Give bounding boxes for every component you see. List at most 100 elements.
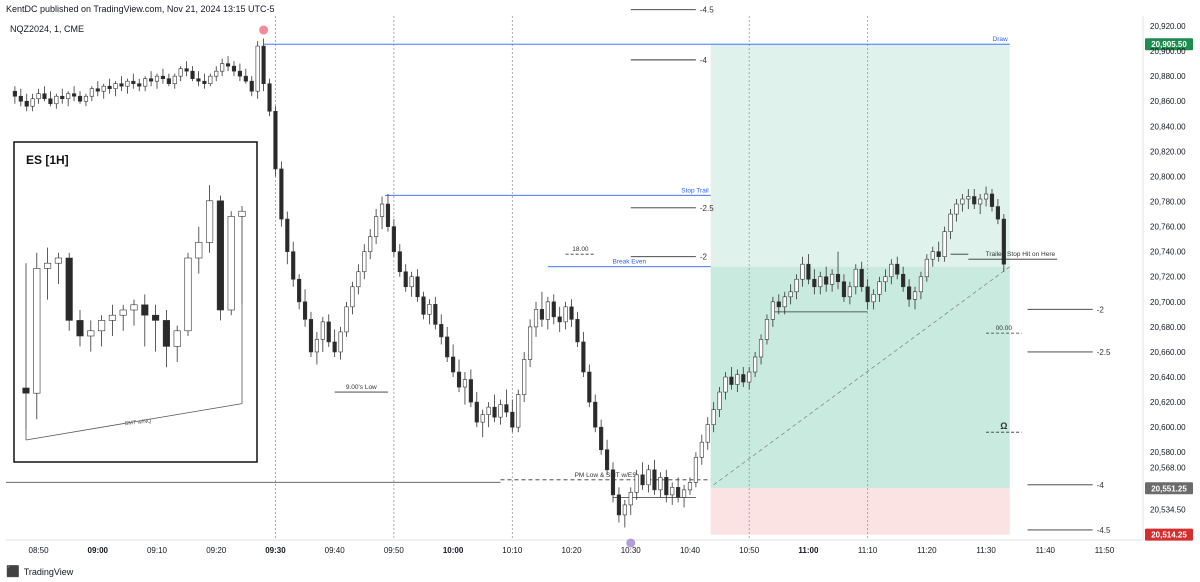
candle-body-156 (936, 251, 941, 257)
inset-candle-20 (238, 210, 246, 217)
candle-body-159 (954, 203, 959, 215)
smt-annotation: SMT w/NQ (124, 418, 152, 427)
y-tick-21: 20,534.50 (1150, 505, 1186, 514)
candle-body-98 (593, 401, 598, 428)
candle-body-91 (551, 301, 556, 318)
candle-body-82 (498, 404, 503, 418)
candle-body-106 (640, 474, 645, 486)
candle-body-83 (504, 404, 509, 413)
profit-zone-upper (710, 44, 1010, 267)
inset-candle-9 (119, 309, 127, 316)
inset-candle-15 (184, 257, 192, 332)
inset-candle-16 (195, 242, 203, 259)
y-tick-8: 20,780.00 (1150, 198, 1186, 207)
candle-body-93 (563, 306, 568, 323)
candle-body-6 (48, 98, 53, 105)
candle-body-28 (178, 68, 183, 77)
candle-body-30 (190, 70, 195, 79)
candle-body-27 (172, 75, 177, 84)
candle-body-140 (841, 281, 847, 298)
symbol-label: NQZ2024, 1, CME (10, 24, 85, 34)
inset-candle-17 (206, 200, 214, 243)
candle-body-4 (36, 93, 41, 100)
candle-body-29 (184, 68, 189, 72)
candle-body-143 (859, 268, 864, 288)
candle-body-122 (735, 374, 740, 385)
candle-body-110 (664, 477, 669, 496)
x-tick-16: 11:30 (976, 546, 996, 555)
candle-body-26 (166, 78, 171, 84)
candle-body-11 (77, 95, 83, 102)
x-tick-4: 09:30 (265, 546, 286, 555)
candle-body-8 (60, 95, 65, 100)
candle-body-43 (267, 83, 272, 112)
candle-body-134 (806, 263, 811, 280)
y-tick-5: 20,840.00 (1150, 122, 1186, 131)
candle-body-146 (877, 281, 882, 295)
candle-body-161 (966, 196, 971, 200)
inset-candle-10 (130, 304, 138, 311)
candle-body-63 (385, 203, 391, 227)
y-tick-14: 20,660.00 (1150, 348, 1186, 357)
candle-body-94 (569, 306, 574, 320)
price-tag-1: 20,905.50 (1151, 40, 1187, 49)
fib-label-4: -2 (1097, 305, 1105, 314)
fib-label-6: -4 (1097, 481, 1105, 490)
y-tick-3: 20,880.00 (1150, 72, 1186, 81)
candle-body-115 (693, 456, 698, 483)
candle-body-49 (302, 301, 308, 320)
inset-candle-18 (216, 200, 224, 311)
candle-body-84 (510, 411, 515, 428)
candle-body-68 (415, 276, 420, 298)
candle-body-65 (397, 251, 402, 273)
hline-label-4: PM Low & SMT w/ES (575, 472, 638, 479)
candle-body-76 (462, 379, 468, 388)
inset-candle-14 (173, 330, 181, 347)
tradingview-logo-icon[interactable]: ⬛ (6, 566, 20, 578)
candle-body-118 (711, 409, 716, 425)
candle-body-31 (196, 78, 201, 82)
candle-body-62 (379, 203, 385, 217)
candle-body-129 (776, 301, 781, 308)
x-tick-17: 11:40 (1036, 546, 1056, 555)
candle-body-10 (72, 93, 77, 97)
inset-candle-11 (141, 304, 149, 316)
candle-body-149 (895, 263, 900, 275)
candle-body-166 (995, 206, 1000, 220)
inset-title: ES [1H] (26, 153, 69, 167)
candle-body-7 (54, 95, 59, 105)
fib-label-1: -4 (700, 56, 708, 65)
candle-body-104 (628, 492, 633, 506)
candle-body-61 (374, 216, 379, 237)
candle-body-0 (12, 90, 17, 97)
y-tick-11: 20,720.00 (1150, 273, 1186, 282)
candle-body-162 (972, 196, 977, 205)
candle-body-121 (729, 376, 734, 385)
hline-label-1: Stop Trail (681, 187, 709, 194)
annotation-label-0: 18.00 (572, 246, 589, 253)
candle-body-66 (403, 271, 408, 288)
x-tick-13: 11:00 (798, 546, 819, 555)
candle-body-20 (131, 80, 136, 84)
candle-body-77 (468, 379, 473, 403)
candle-body-130 (782, 296, 787, 308)
candle-body-99 (599, 426, 604, 451)
candle-body-32 (202, 80, 207, 84)
candle-body-51 (314, 339, 319, 353)
y-tick-18: 20,580.00 (1150, 448, 1186, 457)
y-tick-7: 20,800.00 (1150, 172, 1186, 181)
candle-body-74 (451, 356, 456, 373)
candle-body-33 (208, 75, 213, 84)
candle-body-56 (344, 306, 349, 333)
inset-candle-3 (54, 257, 62, 264)
candle-body-22 (143, 78, 148, 87)
price-tag-20: 20,551.25 (1151, 484, 1187, 493)
candle-body-160 (960, 198, 965, 205)
candle-body-157 (942, 231, 947, 257)
candle-body-79 (480, 414, 485, 423)
x-tick-18: 11:50 (1095, 546, 1115, 555)
y-tick-10: 20,740.00 (1150, 248, 1186, 257)
x-tick-14: 11:10 (858, 546, 878, 555)
x-tick-1: 09:00 (88, 546, 109, 555)
